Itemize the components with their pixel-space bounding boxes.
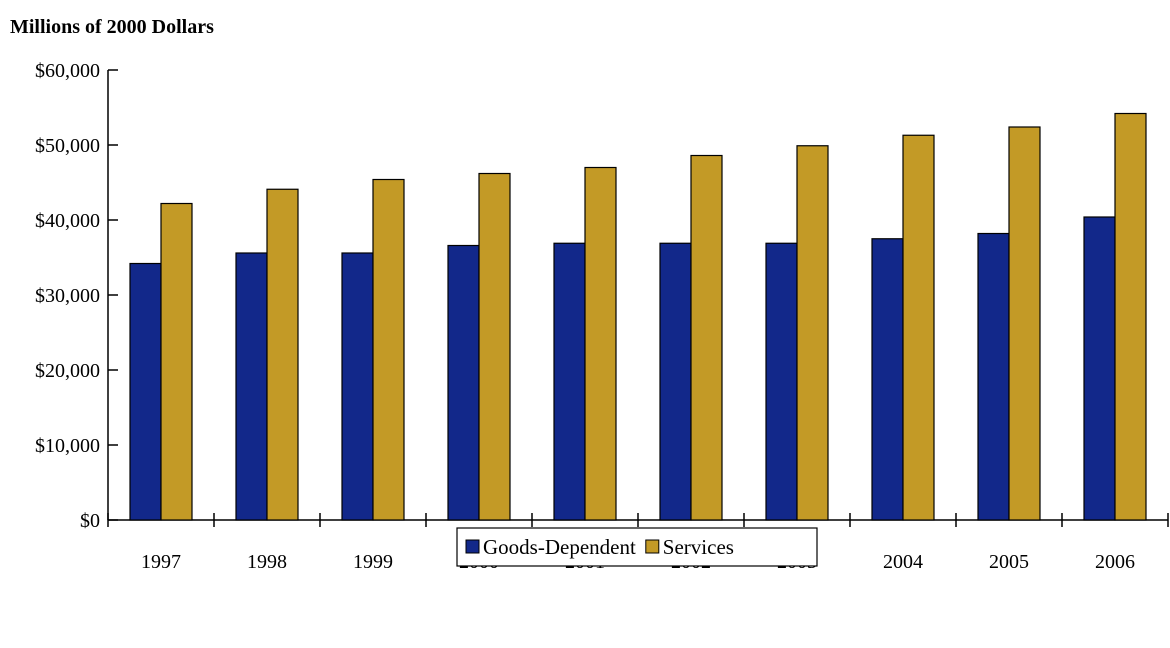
bar-goods-dependent-2004 (871, 238, 904, 521)
y-tick-label: $30,000 (35, 285, 100, 307)
x-tick-label: 1998 (247, 551, 287, 573)
legend-swatch (645, 539, 660, 554)
y-tick-label: $50,000 (35, 135, 100, 157)
y-tick-label: $60,000 (35, 60, 100, 82)
x-tick-label: 1999 (353, 551, 393, 573)
y-tick-label: $0 (80, 510, 100, 532)
bar-goods-dependent-2006 (1083, 216, 1116, 521)
bar-services-2005 (1008, 126, 1041, 521)
x-tick-label: 1997 (141, 551, 181, 573)
bar-services-1999 (372, 178, 405, 521)
bar-goods-dependent-2000 (447, 244, 480, 521)
bar-services-2001 (584, 166, 617, 521)
x-tick-label: 2005 (989, 551, 1029, 573)
bar-services-2003 (796, 145, 829, 521)
y-tick-label: $40,000 (35, 210, 100, 232)
bar-services-2002 (690, 154, 723, 521)
bars-group (129, 112, 1147, 521)
bar-goods-dependent-1999 (341, 252, 374, 521)
legend-label: Services (663, 535, 734, 559)
bar-services-2004 (902, 134, 935, 521)
legend: Goods-Dependent Services (456, 527, 818, 567)
x-tick-label: 2006 (1095, 551, 1135, 573)
y-tick-label: $10,000 (35, 435, 100, 457)
bar-goods-dependent-2001 (553, 242, 586, 521)
bar-goods-dependent-1997 (129, 262, 162, 521)
bar-goods-dependent-2005 (977, 232, 1010, 521)
y-axis: $0 $10,000 $20,000 $30,000 $40,000 $50,000 $60… (35, 60, 118, 532)
bar-goods-dependent-2003 (765, 242, 798, 521)
legend-swatch (465, 539, 480, 554)
legend-box (456, 527, 818, 567)
bar-goods-dependent-2002 (659, 242, 692, 521)
bar-services-2006 (1114, 112, 1147, 521)
bar-services-1997 (160, 202, 193, 521)
y-tick-label: $20,000 (35, 360, 100, 382)
y-axis-title: Millions of 2000 Dollars (10, 16, 214, 38)
bar-services-1998 (266, 188, 299, 521)
bar-services-2000 (478, 172, 511, 521)
legend-label: Goods-Dependent (483, 535, 636, 559)
x-tick-label: 2004 (883, 551, 923, 573)
bar-goods-dependent-1998 (235, 252, 268, 521)
